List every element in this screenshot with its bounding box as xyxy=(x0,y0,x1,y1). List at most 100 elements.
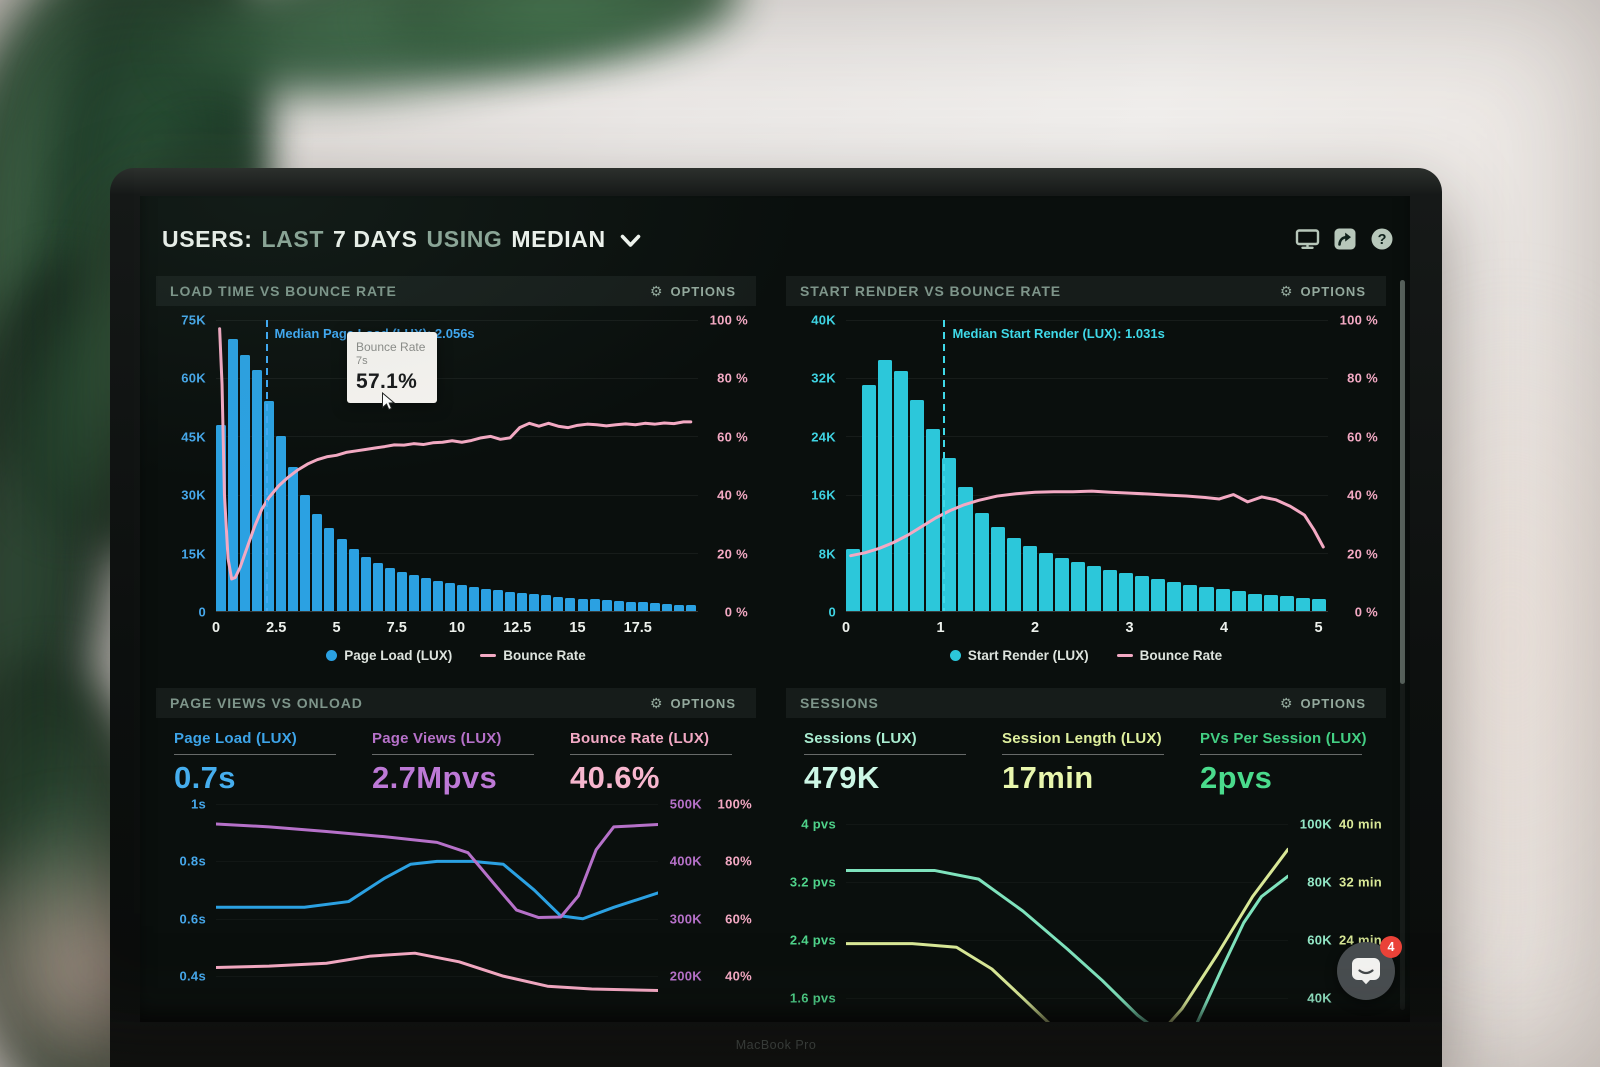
panel-start-render-vs-bounce-rate: START RENDER VS BOUNCE RATE ⚙ OPTIONS Me… xyxy=(786,276,1386,680)
axis-tick-label: 0.6s xyxy=(179,911,206,927)
gridline xyxy=(846,378,1328,380)
panel-title: START RENDER VS BOUNCE RATE xyxy=(800,283,1062,299)
panel-title: SESSIONS xyxy=(800,695,879,711)
metric-page-views[interactable]: Page Views (LUX) 2.7Mpvs xyxy=(372,730,544,796)
options-label: OPTIONS xyxy=(670,283,736,299)
histogram-bar xyxy=(408,575,419,611)
histogram-bar xyxy=(894,370,909,611)
page-views-onload-chart[interactable]: 1s 0.8s 0.6s 0.4s 500K 400K 300K 200K 100% 80% 60%… xyxy=(156,796,756,1022)
metric-session-length[interactable]: Session Length (LUX) 17min xyxy=(1002,730,1174,796)
histogram-bar xyxy=(1135,576,1150,611)
metric-page-load[interactable]: Page Load (LUX) 0.7s xyxy=(174,730,346,796)
axis-tick-label: 80K xyxy=(1307,874,1332,890)
line-series xyxy=(846,320,1328,611)
axis-tick-label: 500K xyxy=(669,796,702,812)
share-icon[interactable] xyxy=(1333,227,1357,251)
histogram-bar xyxy=(553,596,564,611)
chevron-down-icon[interactable] xyxy=(620,234,641,248)
start-render-chart[interactable]: Median Start Render (LUX): 1.031s 40K 32K 2… xyxy=(786,306,1386,668)
axis-tick-label: 100K xyxy=(1299,816,1332,832)
metric-underline xyxy=(174,754,336,755)
x-tick-label: 12.5 xyxy=(503,620,532,636)
scrollbar-thumb[interactable] xyxy=(1400,280,1405,684)
gridline xyxy=(846,552,1328,554)
axis-tick-label: 40 min xyxy=(1339,816,1382,832)
chat-bubble-icon xyxy=(1352,958,1380,985)
histogram-bar xyxy=(673,604,684,611)
median-line: Median Start Render (LUX): 1.031s xyxy=(943,320,1165,611)
axis-tick-label: 80 % xyxy=(1347,370,1378,386)
series-bounce-rate xyxy=(851,491,1324,556)
help-icon[interactable]: ? xyxy=(1370,227,1394,251)
options-button[interactable]: ⚙ OPTIONS xyxy=(644,695,742,712)
options-label: OPTIONS xyxy=(1300,695,1366,711)
options-button[interactable]: ⚙ OPTIONS xyxy=(1274,283,1372,300)
metric-pvs-per-session[interactable]: PVs Per Session (LUX) 2pvs xyxy=(1200,730,1372,796)
metric-underline xyxy=(1002,754,1164,755)
axis-tick-labels: 100 % 80 % 60 % 40 % 20 % 0 % xyxy=(1328,313,1378,620)
load-time-chart[interactable]: Median Page Load (LUX): 2.056s 75K 60K 45K 3… xyxy=(156,306,756,668)
gridline xyxy=(216,611,698,612)
histogram-bar xyxy=(396,572,407,611)
display-icon[interactable] xyxy=(1295,227,1320,251)
gridline xyxy=(216,320,698,321)
axis-tick-labels: 40 min 32 min 24 min xyxy=(1334,800,1382,1022)
histogram-bar xyxy=(1119,573,1134,611)
metric-bounce-rate[interactable]: Bounce Rate (LUX) 40.6% xyxy=(570,730,742,796)
axis-tick-label: 100 % xyxy=(709,312,748,328)
axis-tick-label: 0 % xyxy=(1354,604,1378,620)
tooltip-value: 57.1% xyxy=(356,370,418,393)
panel-header: PAGE VIEWS VS ONLOAD ⚙ OPTIONS xyxy=(156,688,756,718)
histogram-bar xyxy=(846,549,861,611)
chart-plot xyxy=(846,800,1288,1022)
x-tick-label: 15 xyxy=(569,620,586,636)
histogram-bar xyxy=(1263,595,1278,611)
header-actions: ? xyxy=(1295,227,1394,251)
histogram-bar xyxy=(469,587,480,611)
histogram-bar xyxy=(1279,596,1294,611)
x-tick-label: 17.5 xyxy=(623,620,652,636)
series-bounce-rate-lux- xyxy=(216,953,658,990)
series-session-length-lux- xyxy=(846,849,1288,1022)
panel-title: LOAD TIME VS BOUNCE RATE xyxy=(170,283,397,299)
axis-tick-label: 60K xyxy=(1307,932,1332,948)
sessions-chart[interactable]: 4 pvs 3.2 pvs 2.4 pvs 1.6 pvs 100K 80K 60K 40K 4… xyxy=(786,796,1386,1022)
panel-header: START RENDER VS BOUNCE RATE ⚙ OPTIONS xyxy=(786,276,1386,306)
chart-plot: Median Start Render (LUX): 1.031s xyxy=(846,320,1328,612)
axis-tick-label: 30K xyxy=(181,487,206,503)
histogram-bar xyxy=(252,370,263,611)
axis-tick-label: 2.4 pvs xyxy=(789,932,836,948)
mouse-cursor-icon xyxy=(381,391,397,417)
axis-tick-label: 40K xyxy=(1307,990,1332,1006)
metric-label: Session Length (LUX) xyxy=(1002,730,1162,747)
histogram-bar xyxy=(565,597,576,611)
axis-tick-label: 60K xyxy=(181,370,206,386)
axis-tick-label: 40% xyxy=(725,968,752,984)
line-series xyxy=(846,800,1288,1022)
chat-launcher-button[interactable]: 4 xyxy=(1337,936,1402,1000)
histogram-bar xyxy=(457,585,468,611)
x-tick-label: 7.5 xyxy=(386,620,407,636)
x-tick-label: 2 xyxy=(1030,620,1040,636)
legend-dash-marker xyxy=(480,654,497,657)
metric-label: Page Load (LUX) xyxy=(174,730,298,747)
title-word: 7 DAYS xyxy=(332,225,418,252)
axis-tick-label: 45K xyxy=(181,429,206,445)
metric-sessions[interactable]: Sessions (LUX) 479K xyxy=(804,730,976,796)
histogram-bar xyxy=(613,600,624,611)
options-button[interactable]: ⚙ OPTIONS xyxy=(644,283,742,300)
median-label: Median Start Render (LUX): 1.031s xyxy=(952,326,1165,341)
metric-underline xyxy=(1200,754,1362,755)
gridline xyxy=(216,436,698,438)
axis-tick-labels: 1s 0.8s 0.6s 0.4s xyxy=(156,797,206,1022)
axis-tick-label: 0 xyxy=(198,604,206,620)
laptop-hinge: MacBook Pro xyxy=(110,1022,1442,1067)
chart-plot: Median Page Load (LUX): 2.056s xyxy=(216,320,698,612)
laptop-brand-label: MacBook Pro xyxy=(735,1037,817,1052)
axis-tick-label: 0.4s xyxy=(179,968,206,984)
legend-dot-marker xyxy=(326,650,338,661)
gridline xyxy=(846,436,1328,438)
x-tick-label: 1 xyxy=(936,620,945,636)
options-button[interactable]: ⚙ OPTIONS xyxy=(1274,695,1372,712)
axis-tick-labels: 100K 80K 60K 40K xyxy=(1288,800,1332,1022)
